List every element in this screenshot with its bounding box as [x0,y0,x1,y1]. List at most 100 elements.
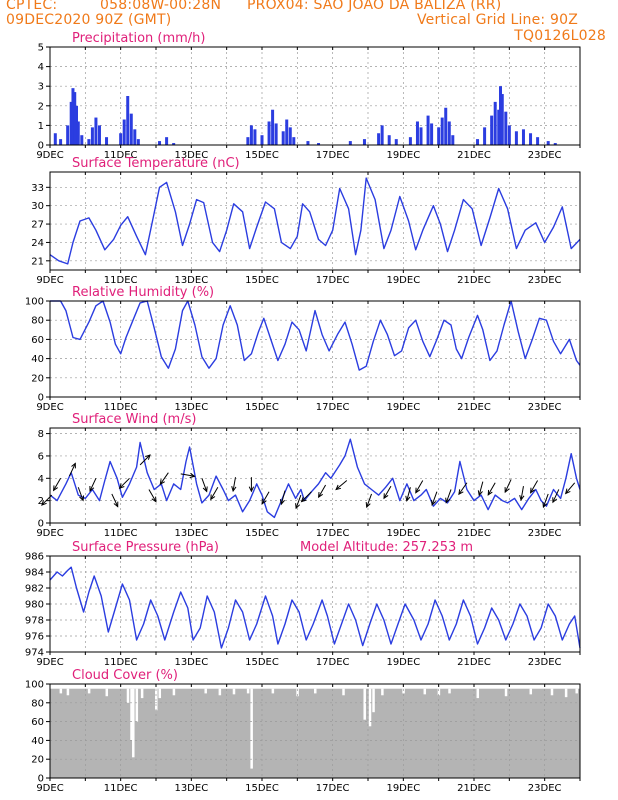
wind-arrow [77,487,85,502]
wind-arrow-head [53,485,58,492]
x-tick-label: 11DEC [104,275,138,286]
wind-arrow [365,493,373,509]
wind-arrow-head [335,484,342,491]
wind-arrow-shaft [487,482,496,496]
x-tick-label: 15DEC [245,657,279,668]
wind-arrow-head [458,489,464,496]
y-tick-label: 2 [38,496,44,507]
cloud-dip [172,688,176,696]
precip-bar [80,135,84,145]
wind-arrow-head [504,487,510,494]
wind-arrow [415,480,424,494]
wind-arrow-shaft [77,487,84,501]
wind-arrow-shaft [520,486,524,500]
x-tick-label: 17DEC [316,150,350,161]
wind-arrow-shaft [445,489,452,503]
wind-arrow-head [300,496,307,503]
x-tick-label: 13DEC [174,150,208,161]
y-tick-label: 100 [25,680,44,691]
precip-bar [440,117,444,145]
x-tick-label: 23DEC [528,275,562,286]
y-tick-label: 0 [38,774,44,785]
wind-arrow-head [552,497,558,504]
x-tick-label: 9DEC [36,150,63,161]
y-tick-label: 30 [31,201,44,212]
wind-arrow-head [231,486,237,493]
wind-arrow-head [542,502,548,509]
y-tick-label: 40 [31,354,44,365]
precip-bar [507,125,511,145]
wind-arrow [295,494,302,510]
wind-arrow-shaft [89,478,97,492]
precip-bar [73,92,77,145]
x-tick-label: 21DEC [457,657,491,668]
precip-bar [483,127,487,145]
wind-arrow-head [145,454,151,460]
precip-bar [249,125,253,145]
precip-bar [444,107,448,145]
wind-arrow [519,486,525,502]
wind-arrow-head [89,485,95,493]
wind-arrow [180,472,196,479]
wind-arrow [261,491,270,505]
header-source: CPTEC: [6,0,58,13]
precip-bar [136,139,140,145]
precip-bar [536,137,540,145]
precip-bar [271,109,275,145]
wind-arrow-shaft [301,491,312,502]
precip-bar [514,131,518,145]
cloud-dip [402,688,405,694]
precip-bar [246,137,250,145]
y-tick-label: 4 [38,474,44,485]
y-tick-label: 986 [25,552,44,563]
header-model: TQ0126L028 [514,28,606,44]
wind-arrow-shaft [139,454,151,466]
precip-bar [497,109,501,145]
x-tick-label: 23DEC [528,150,562,161]
y-tick-label: 80 [31,698,44,709]
y-tick-label: 33 [31,183,44,194]
wind-arrow-shaft [295,494,302,509]
precip-bar [75,105,78,145]
wind-arrow-shaft [335,480,348,490]
header-point: PROX04: SAO JOAO DA BALIZA (RR) [247,0,502,13]
wind-arrow-shaft [261,491,270,505]
wind-arrow [279,490,286,506]
wind-arrow [159,472,169,486]
x-tick-label: 15DEC [245,402,279,413]
wind-arrow-shaft [201,478,208,492]
y-tick-label: 8 [38,429,44,440]
cloud-dip [564,688,568,698]
precip-bar [133,129,137,145]
precip-bar [122,119,126,145]
wind-arrow-shaft [280,490,286,505]
precip-bar [306,141,310,145]
y-tick-label: 5 [38,43,44,54]
wind-arrow-shaft [552,489,560,503]
wind-arrow [383,485,392,500]
precip-bar [71,88,75,145]
wind-arrow [542,493,549,509]
wind-arrow-shaft [458,482,468,495]
x-tick-label: 21DEC [457,402,491,413]
panel-temp: 21 24 27 30 33 9DEC 11DEC 13DEC 15DEC 17DEC 19DEC 2… [31,156,581,286]
wind-arrow [210,486,219,501]
y-tick-label: 982 [25,584,44,595]
precip-bar [317,143,321,145]
x-tick-label: 17DEC [316,402,350,413]
precip-bar [97,125,101,145]
wind-series-line [49,438,581,519]
wind-arrow-head [71,462,76,469]
precip-bar [546,141,550,145]
cloud-dip [504,688,508,697]
wind-arrow-head [564,488,571,495]
wind-arrow-head [79,495,85,502]
precip-bar [288,127,292,145]
wind-arrow-head [159,479,165,486]
x-tick-label: 19DEC [386,402,420,413]
panel-wind: 0 2 4 6 8 9DEC 11DEC 13DEC 15DEC 17DEC 19DEC 21DEC 2… [36,412,581,539]
panel-title: Relative Humidity (%) [72,285,214,300]
wind-arrow-shaft [383,485,392,499]
wind-arrow-head [431,499,437,506]
